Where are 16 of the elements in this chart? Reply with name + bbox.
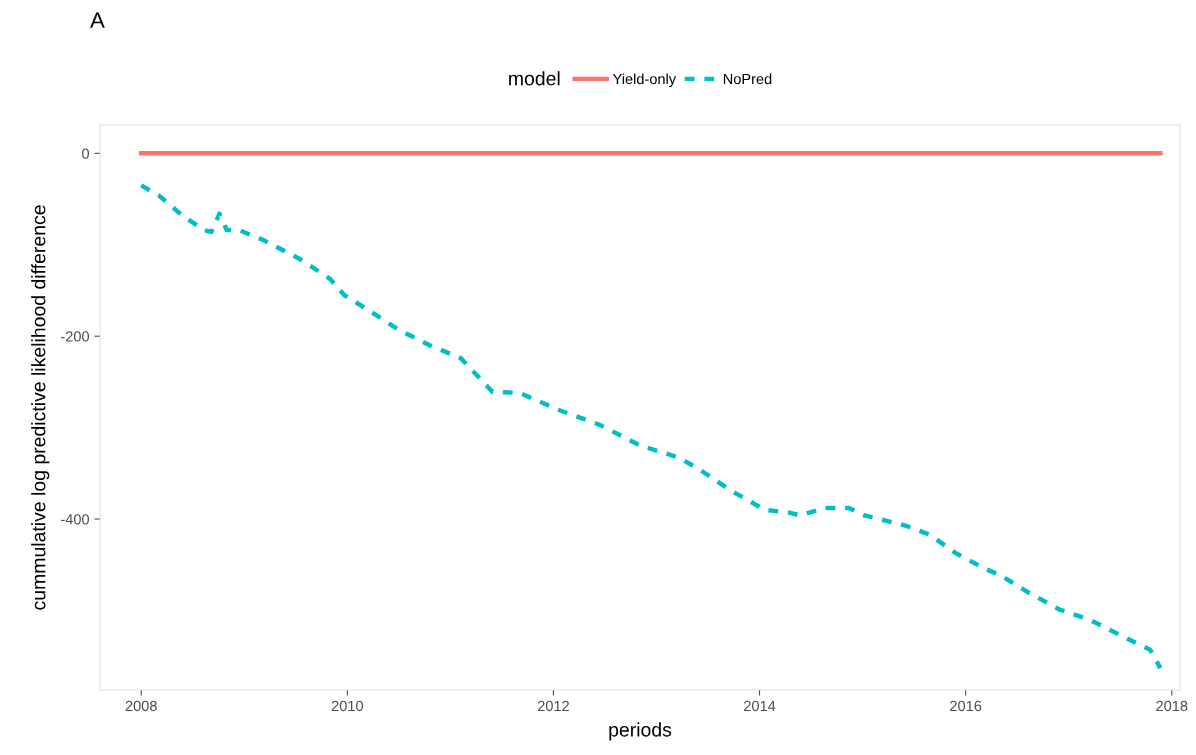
y-tick-label: 0 xyxy=(82,148,90,159)
x-tick-label: 2010 xyxy=(331,700,363,712)
x-tick-label: 2012 xyxy=(537,700,569,712)
y-tick-label: -200 xyxy=(61,331,90,342)
chart-title: A xyxy=(90,12,105,28)
legend-label: Yield-only xyxy=(612,73,677,88)
line-series xyxy=(139,183,1163,671)
x-tick-label: 2016 xyxy=(950,700,982,712)
x-tick-label: 2008 xyxy=(125,700,157,712)
legend-label: NoPred xyxy=(723,73,772,85)
x-tick-label: 2018 xyxy=(1156,700,1188,712)
legend-title: model xyxy=(509,71,560,86)
x-tick-label: 2014 xyxy=(744,700,776,712)
y-axis-title: cummulative log predictive likelihood difference xyxy=(31,205,50,610)
x-axis-title: periods xyxy=(609,722,672,741)
y-tick-label: -400 xyxy=(61,514,90,525)
